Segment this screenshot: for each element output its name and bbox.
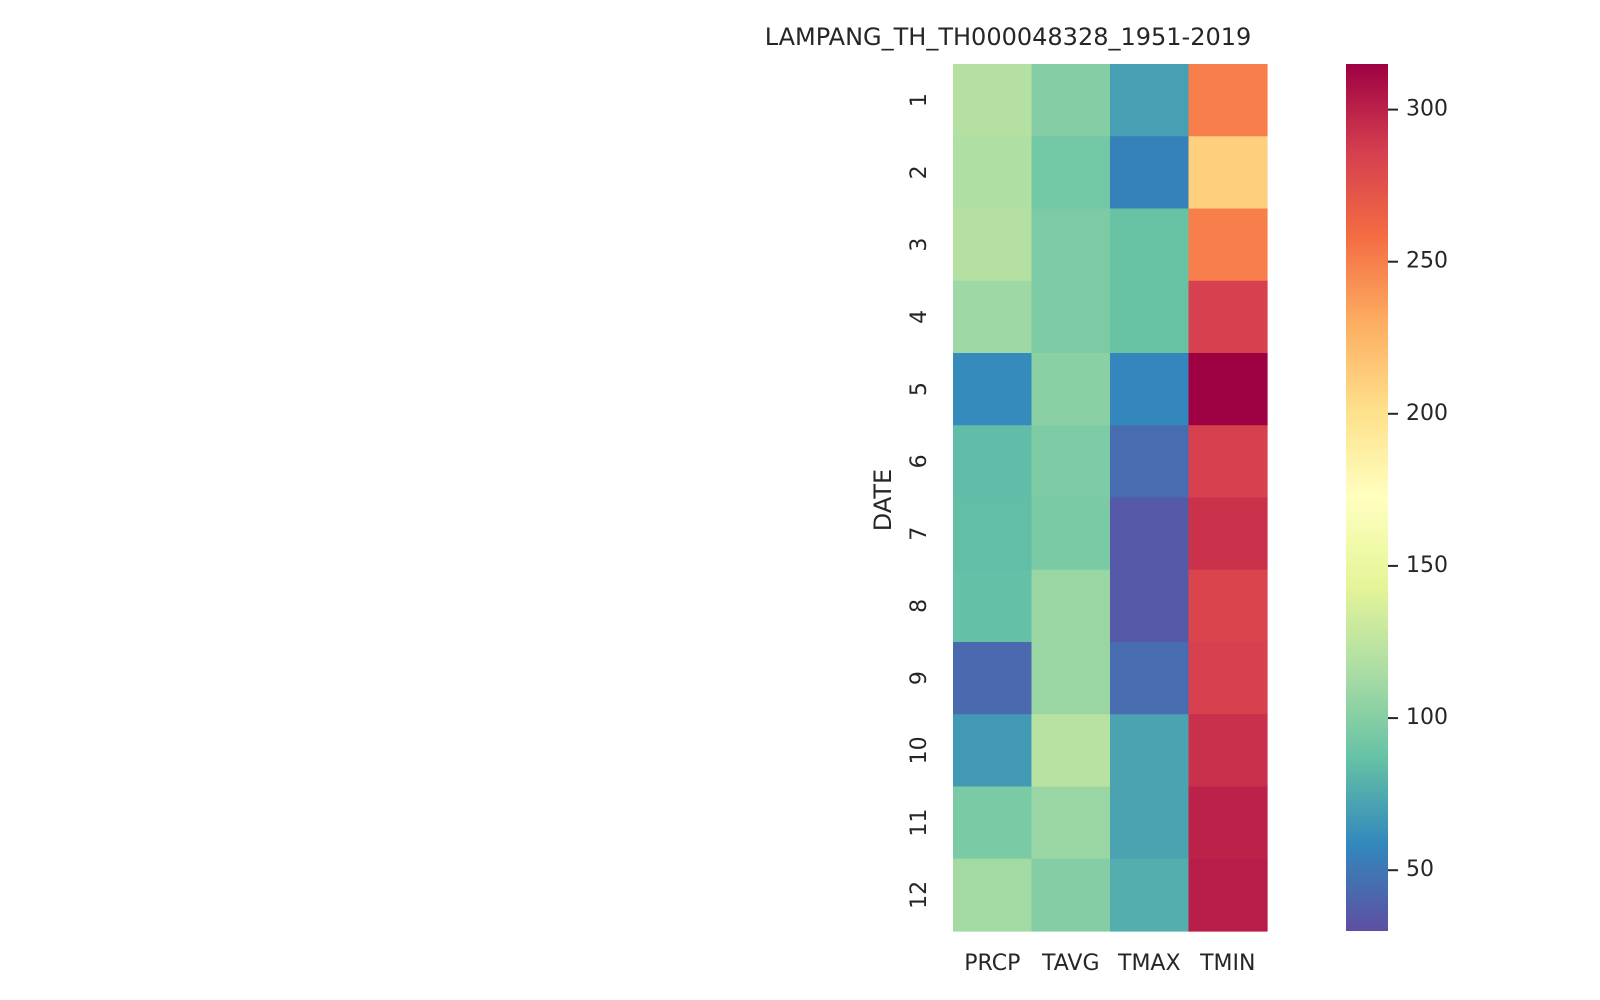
heatmap-cell — [1110, 136, 1190, 210]
heatmap-cell — [953, 280, 1033, 354]
heatmap-cell — [953, 786, 1033, 860]
heatmap-cell — [1031, 64, 1111, 137]
heatmap-cell — [1110, 642, 1190, 715]
heatmap-cell — [1031, 786, 1111, 860]
heatmap-cell — [1031, 642, 1111, 715]
row-tick-label: 9 — [907, 671, 932, 685]
heatmap-cell — [1031, 353, 1111, 426]
heatmap-cell — [1031, 136, 1111, 210]
row-tick-label: 8 — [907, 599, 932, 613]
column-tick-label: TMAX — [1117, 951, 1181, 976]
heatmap-cell — [1188, 714, 1268, 788]
colorbar-gradient — [1346, 64, 1388, 931]
heatmap-cell — [1188, 280, 1268, 354]
heatmap-cell — [1031, 714, 1111, 788]
colorbar-tick-label: 50 — [1406, 857, 1434, 882]
heatmap-cell — [1110, 353, 1190, 426]
heatmap-cell — [953, 642, 1033, 715]
heatmap-cell — [1188, 786, 1268, 860]
chart-title: LAMPANG_TH_TH000048328_1951-2019 — [765, 23, 1252, 51]
row-tick-label: 6 — [907, 454, 932, 468]
colorbar-tick-label: 250 — [1406, 249, 1448, 274]
heatmap-cell — [953, 353, 1033, 426]
heatmap-cell — [1031, 569, 1111, 643]
row-tick-label: 2 — [907, 165, 932, 179]
row-tick-label: 7 — [907, 527, 932, 541]
heatmap-cell — [1188, 425, 1268, 499]
heatmap-cell — [1188, 136, 1268, 210]
heatmap-cell — [953, 569, 1033, 643]
column-tick-label: TAVG — [1041, 951, 1099, 976]
heatmap-cell — [1188, 569, 1268, 643]
row-tick-label: 10 — [907, 736, 932, 764]
colorbar-tick-label: 300 — [1406, 97, 1448, 122]
heatmap-cell — [953, 208, 1033, 282]
colorbar-tick-label: 200 — [1406, 401, 1448, 426]
heatmap-cell — [1110, 425, 1190, 499]
heatmap-cell — [953, 497, 1033, 571]
heatmap-cell — [1031, 208, 1111, 282]
heatmap-cell — [1110, 858, 1190, 932]
column-tick-label: TMIN — [1199, 951, 1255, 976]
heatmap-cell — [953, 136, 1033, 210]
heatmap-cell — [953, 64, 1033, 137]
heatmap-cell — [1110, 497, 1190, 571]
colorbar-tick-label: 100 — [1406, 705, 1448, 730]
y-axis-label: DATE — [869, 469, 897, 531]
row-tick-label: 1 — [907, 93, 932, 107]
row-tick-label: 5 — [907, 382, 932, 396]
heatmap-cell — [1188, 353, 1268, 426]
row-tick-label: 12 — [907, 881, 932, 909]
colorbar: 50 100 150 200 250 300 — [1346, 64, 1448, 931]
heatmap-cell — [1188, 497, 1268, 571]
heatmap-cell — [1188, 208, 1268, 282]
heatmap-cell — [1031, 280, 1111, 354]
heatmap-cell — [1110, 569, 1190, 643]
column-tick-labels: PRCP TAVG TMAX TMIN — [964, 951, 1255, 976]
heatmap-cell — [953, 714, 1033, 788]
heatmap-cell — [1110, 280, 1190, 354]
heatmap-cell — [1110, 208, 1190, 282]
heatmap-cell — [1110, 64, 1190, 137]
column-tick-label: PRCP — [964, 951, 1020, 976]
heatmap-cell — [1031, 497, 1111, 571]
row-tick-label: 11 — [907, 809, 932, 837]
heatmap-cell — [1188, 858, 1268, 932]
heatmap-cell — [953, 858, 1033, 932]
heatmap-cell — [1110, 786, 1190, 860]
heatmap-cells — [953, 64, 1268, 932]
row-tick-label: 4 — [907, 310, 932, 324]
row-tick-label: 3 — [907, 238, 932, 252]
heatmap-cell — [1031, 425, 1111, 499]
heatmap-cell — [1188, 642, 1268, 715]
colorbar-tick-label: 150 — [1406, 553, 1448, 578]
heatmap-cell — [1110, 714, 1190, 788]
heatmap-cell — [953, 425, 1033, 499]
heatmap-cell — [1031, 858, 1111, 932]
heatmap-cell — [1188, 64, 1268, 137]
